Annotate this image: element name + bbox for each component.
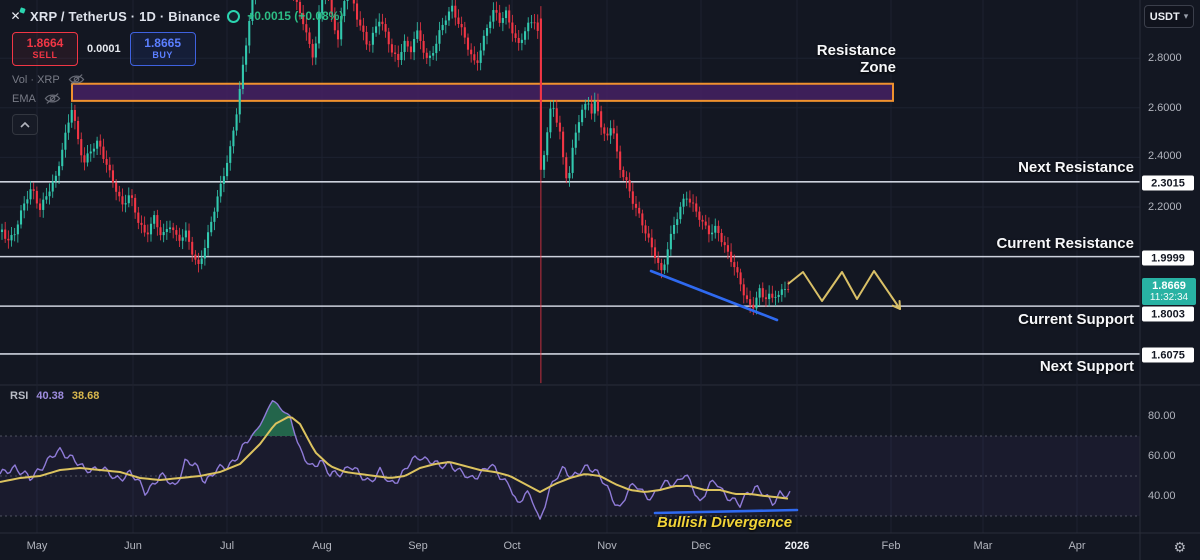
buy-button[interactable]: 1.8665 BUY (129, 32, 196, 66)
rsi-tick: 60.00 (1148, 450, 1176, 462)
time-tick: Jul (219, 540, 235, 552)
price-level-badge: 2.3015 (1142, 175, 1194, 191)
currency-selector[interactable]: USDT ▾ (1144, 5, 1194, 28)
next-resistance-label: Next Resistance (1018, 159, 1134, 176)
symbol-legend: ✕ XRP / TetherUS · 1D · Binance +0.0015 … (8, 6, 343, 135)
current-resistance-label: Current Resistance (996, 235, 1134, 252)
spread-value: 0.0001 (87, 43, 121, 55)
bullish-divergence-label: Bullish Divergence (657, 514, 793, 531)
buy-price: 1.8665 (144, 36, 181, 51)
price-tick: 2.4000 (1148, 150, 1182, 162)
price-level-badge: 1.8003 (1142, 306, 1194, 322)
time-axis[interactable] (0, 533, 1140, 560)
time-tick: 2026 (784, 540, 810, 552)
buy-label: BUY (152, 49, 173, 60)
current-price-badge: 1.8669 11:32:34 (1142, 278, 1196, 305)
rsi-tick: 40.00 (1148, 490, 1176, 502)
indicator-ema-label[interactable]: EMA (12, 92, 36, 105)
time-tick: May (26, 540, 48, 552)
time-tick: Dec (691, 540, 711, 552)
price-level-badge: 1.6075 (1142, 347, 1194, 363)
sell-label: SELL (32, 49, 58, 60)
rsi-title[interactable]: RSI (10, 390, 29, 402)
realtime-status-icon (227, 9, 241, 23)
time-tick: Apr (1068, 540, 1086, 552)
eye-off-icon[interactable] (68, 73, 85, 86)
chevron-down-icon: ▾ (1183, 11, 1189, 21)
sell-price: 1.8664 (26, 36, 64, 51)
time-tick: Nov (597, 540, 617, 552)
time-tick: Sep (408, 540, 428, 552)
legend-collapse-button[interactable] (12, 114, 38, 135)
symbol-title[interactable]: XRP / TetherUS · 1D · Binance (30, 8, 221, 24)
currency-label: USDT (1149, 10, 1180, 23)
next-support-label: Next Support (1039, 358, 1134, 375)
settings-gear-icon[interactable]: ⚙ (1173, 539, 1186, 555)
indicator-vol-label[interactable]: Vol · XRP (12, 73, 60, 86)
price-change: +0.0015 (+0.08%) (247, 9, 344, 23)
chevron-up-icon (20, 121, 30, 128)
price-level-badge: 1.9999 (1142, 250, 1194, 266)
price-axis[interactable]: USDT ▾ (1140, 0, 1200, 533)
time-tick: Jun (124, 540, 142, 552)
time-tick: Mar (973, 540, 993, 552)
time-tick: Oct (503, 540, 521, 552)
rsi-tick: 80.00 (1148, 410, 1176, 422)
time-tick: Feb (881, 540, 901, 552)
rsi-ma-value: 38.68 (71, 390, 100, 402)
eye-off-icon[interactable] (44, 92, 61, 105)
time-tick: Aug (312, 540, 332, 552)
current-support-label: Current Support (1018, 311, 1134, 328)
sell-button[interactable]: 1.8664 SELL (12, 32, 78, 66)
price-tick: 2.8000 (1148, 52, 1182, 64)
rsi-value: 40.38 (36, 390, 64, 402)
current-price: 1.8669 (1152, 280, 1186, 292)
price-tick: 2.6000 (1148, 102, 1182, 114)
xrp-logo-icon: ✕ (8, 6, 26, 24)
price-tick: 2.2000 (1148, 201, 1182, 213)
resistance-zone-label: Resistance Zone (816, 42, 896, 77)
rsi-legend: RSI 40.38 38.68 (10, 390, 99, 402)
bar-countdown: 11:32:34 (1149, 292, 1189, 303)
